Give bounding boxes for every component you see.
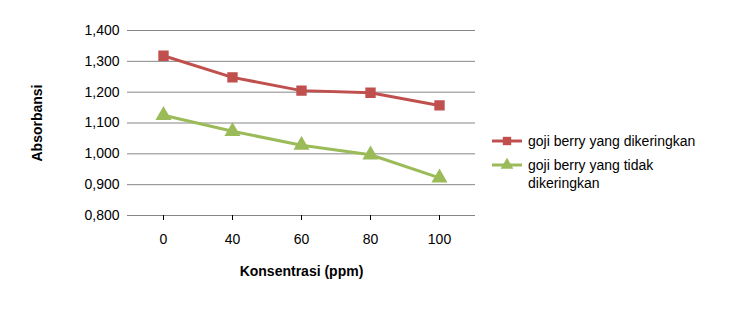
svg-text:Absorbansi: Absorbansi [29, 84, 45, 161]
svg-text:1,200: 1,200 [84, 84, 119, 100]
svg-text:0,900: 0,900 [84, 176, 119, 192]
svg-text:0: 0 [160, 231, 168, 247]
svg-text:1,100: 1,100 [84, 114, 119, 130]
svg-text:1,300: 1,300 [84, 53, 119, 69]
svg-text:Konsentrasi (ppm): Konsentrasi (ppm) [240, 263, 364, 279]
svg-text:60: 60 [294, 231, 310, 247]
svg-text:100: 100 [428, 231, 452, 247]
html-text:goji berry yang dikeringkan: goji berry yang dikeringkan [528, 133, 696, 149]
html-text:goji berry yang tidak dikering: goji berry yang tidak dikeringkan [528, 157, 654, 191]
svg-text:40: 40 [225, 231, 241, 247]
svg-text:0,800: 0,800 [84, 207, 119, 223]
svg-text:1,400: 1,400 [84, 22, 119, 38]
svg-text:1,000: 1,000 [84, 145, 119, 161]
svg-text:80: 80 [363, 231, 379, 247]
